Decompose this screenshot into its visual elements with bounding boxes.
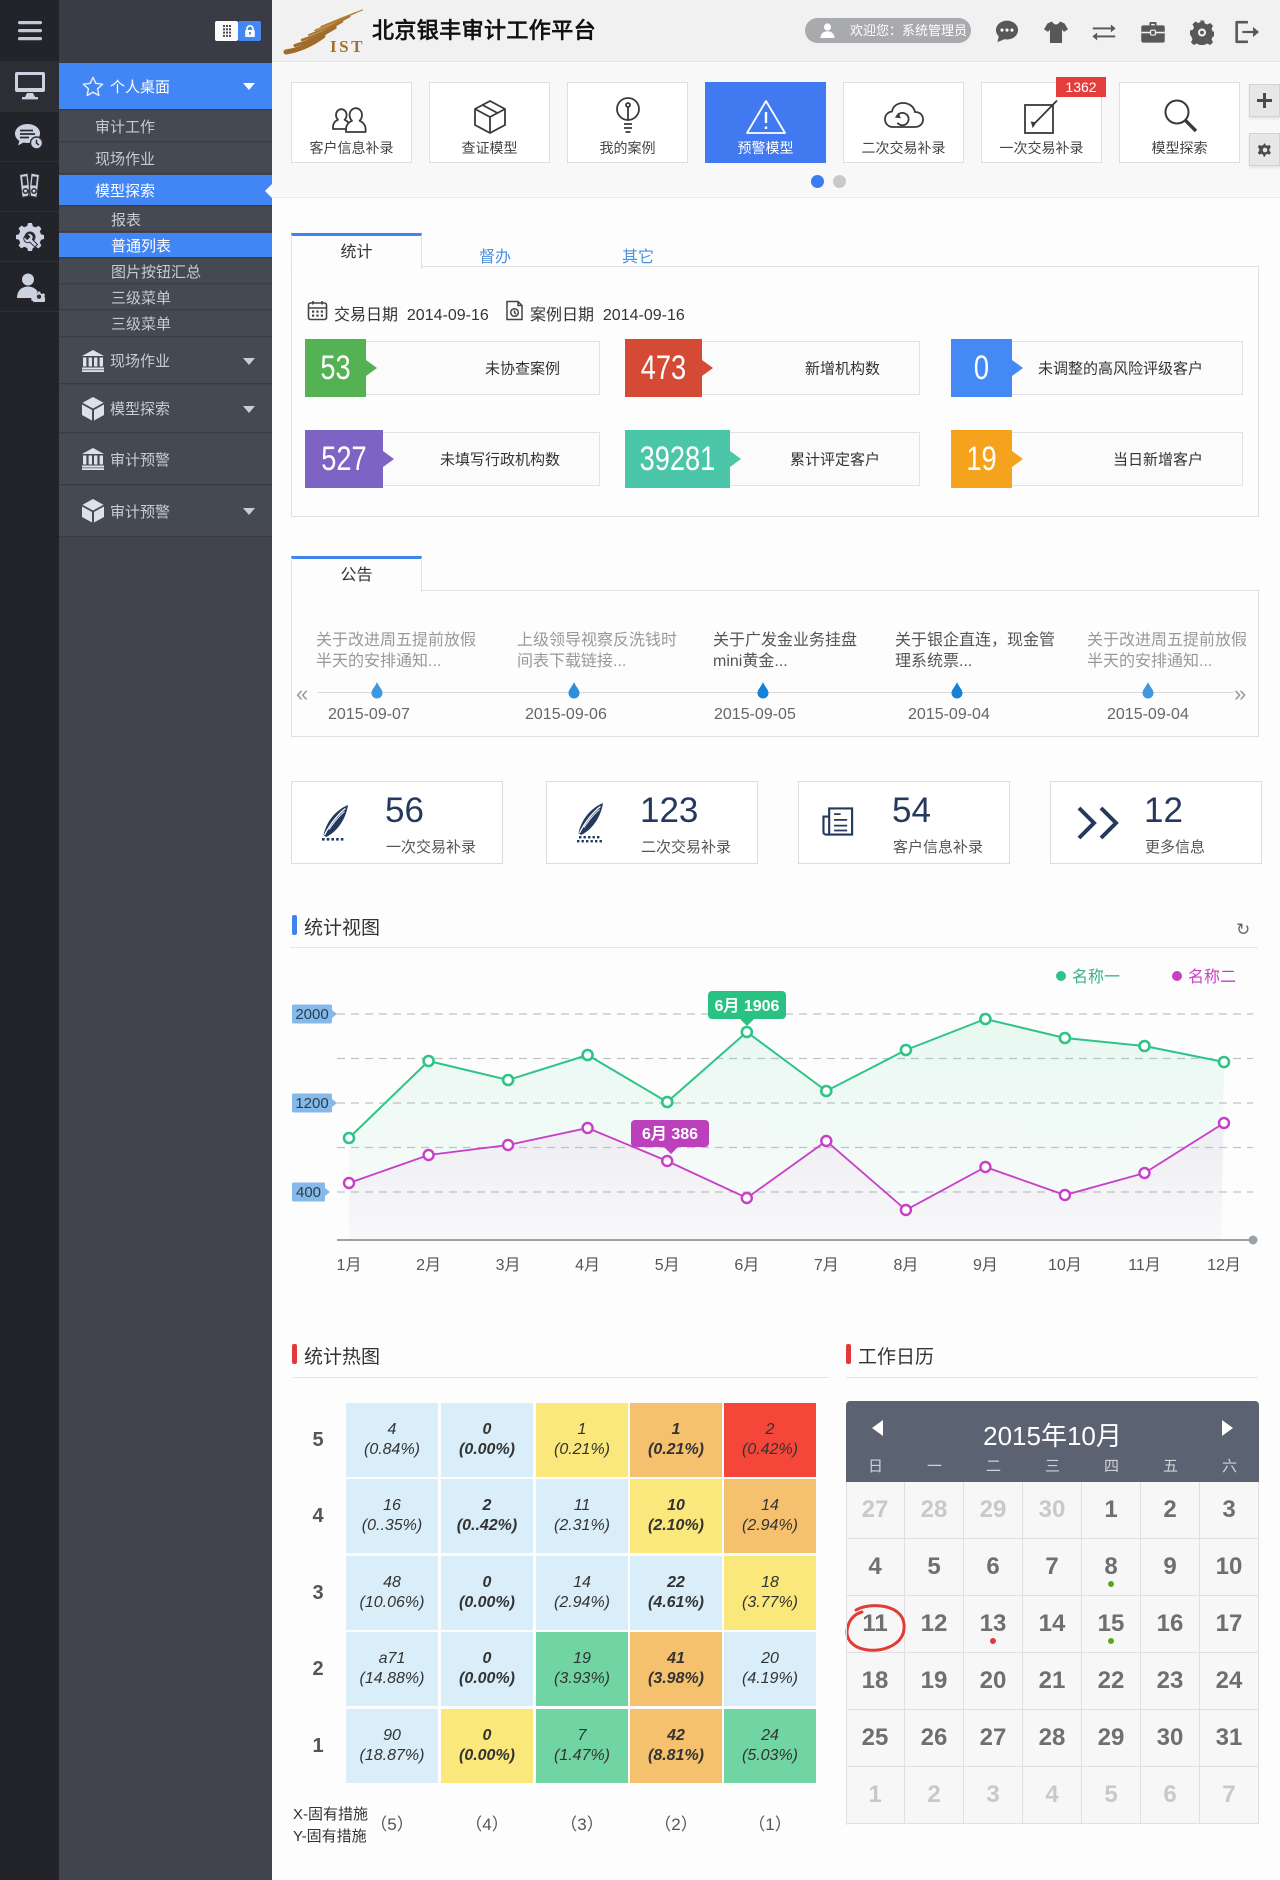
svg-text:2000: 2000 xyxy=(295,1006,328,1023)
svg-text:3月: 3月 xyxy=(496,1257,521,1274)
svg-text:10月: 10月 xyxy=(1048,1257,1082,1274)
svg-text:1月: 1月 xyxy=(337,1257,362,1274)
svg-text:9月: 9月 xyxy=(973,1257,998,1274)
svg-text:8月: 8月 xyxy=(893,1257,918,1274)
svg-text:11月: 11月 xyxy=(1128,1257,1161,1274)
svg-text:6月: 6月 xyxy=(734,1257,759,1274)
svg-text:名称一: 名称一 xyxy=(1072,968,1120,986)
svg-text:IST: IST xyxy=(330,37,365,56)
svg-text:2月: 2月 xyxy=(416,1257,441,1274)
svg-text:1200: 1200 xyxy=(295,1095,328,1112)
svg-text:5月: 5月 xyxy=(655,1257,680,1274)
svg-text:6月 386: 6月 386 xyxy=(642,1125,698,1143)
svg-text:4月: 4月 xyxy=(575,1257,600,1274)
svg-text:7月: 7月 xyxy=(814,1257,839,1274)
svg-text:400: 400 xyxy=(296,1184,321,1201)
svg-text:6月 1906: 6月 1906 xyxy=(715,997,780,1015)
svg-text:12月: 12月 xyxy=(1207,1257,1241,1274)
svg-text:名称二: 名称二 xyxy=(1188,968,1236,986)
